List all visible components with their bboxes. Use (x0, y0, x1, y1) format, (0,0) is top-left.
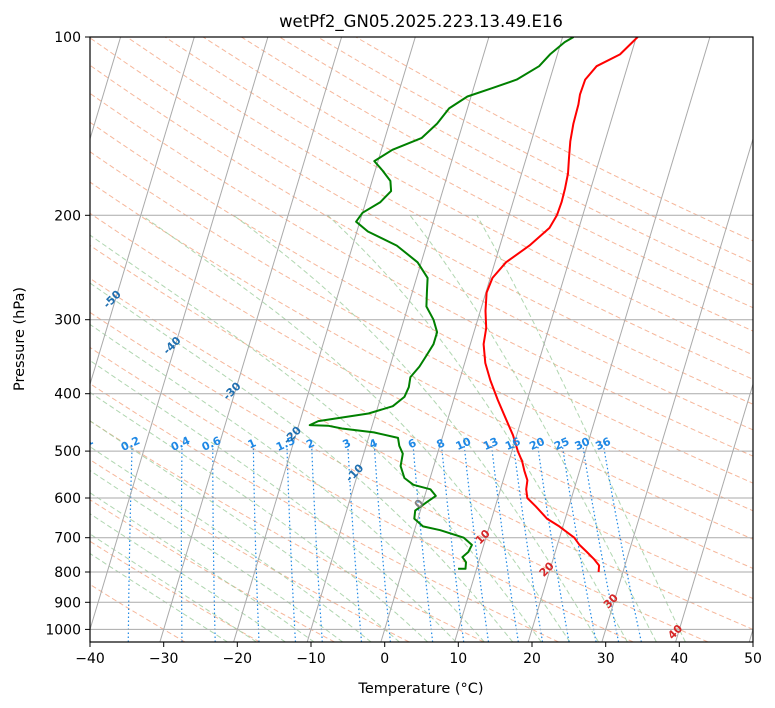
isotherm-line (527, 37, 711, 642)
mixing-ratio-line (212, 445, 216, 642)
dry-adiabat-line (90, 244, 753, 600)
moist-adiabat-line (327, 214, 628, 642)
mixing-ratio-line (180, 445, 183, 642)
y-tick-label: 1000 (45, 622, 81, 638)
line-labels: 0.10.20.40.611.52346810131620253036-100-… (72, 288, 686, 642)
mixing-ratio-line (412, 445, 434, 642)
isotherm-line (159, 37, 343, 642)
x-axis-ticks: −40 −30 −20 −10 0 10 20 30 40 50 (75, 642, 762, 667)
dry-adiabat-line (90, 92, 753, 457)
mixing-ratio-label: 16 (503, 435, 523, 453)
x-tick-label: −30 (149, 651, 179, 667)
x-tick-label: 20 (523, 651, 541, 667)
temperature-profile-line (482, 37, 639, 573)
mixing-ratio-line (463, 445, 490, 642)
mixing-ratio-label: 10 (454, 435, 474, 453)
dry-adiabat-line (90, 540, 260, 642)
moist-adiabat-line (90, 469, 343, 642)
dry-adiabat-line (202, 37, 753, 332)
mixing-ratio-lines (127, 445, 642, 642)
mixing-ratio-label: 36 (593, 435, 613, 453)
mixing-ratio-line (582, 445, 620, 642)
dry-adiabat-line (279, 37, 753, 286)
y-tick-label: 600 (54, 491, 81, 507)
moist-adiabat-line (90, 282, 514, 642)
x-axis-title: Temperature (°C) (357, 681, 483, 697)
dry-adiabat-line (241, 37, 753, 309)
mixing-ratio-line (311, 445, 323, 642)
y-tick-label: 900 (54, 595, 81, 611)
mixing-ratio-line (561, 445, 597, 642)
y-tick-label: 700 (54, 531, 81, 547)
isotherm-line (454, 37, 637, 642)
y-tick-label: 300 (54, 313, 81, 329)
isotherm-line (90, 37, 195, 387)
x-tick-label: −10 (296, 651, 326, 667)
dry-adiabat-line (126, 37, 753, 380)
moist-adiabat-line (141, 214, 571, 642)
isotherm-line (306, 37, 490, 642)
pressure-gridlines (90, 37, 753, 630)
y-tick-label: 400 (54, 387, 81, 403)
moist-adiabat-line (233, 214, 600, 642)
moist-adiabat-line (409, 214, 657, 642)
mixing-ratio-label: 0.1 (72, 434, 95, 454)
y-tick-label: 100 (54, 30, 81, 46)
mixing-ratio-line (252, 445, 260, 642)
mixing-ratio-line (127, 445, 133, 642)
moist-adiabat-line (90, 533, 257, 642)
moist-adiabat-line (90, 359, 457, 642)
dry-adiabat-line (90, 181, 753, 540)
isotherm-line (90, 37, 269, 632)
moist-adiabat-line (90, 552, 228, 642)
x-tick-label: 50 (744, 651, 762, 667)
y-axis-ticks: 100 200 300 400 500 600 700 800 900 1000 (45, 30, 90, 638)
moist-adiabat-line (90, 420, 400, 642)
y-axis-title: Pressure (hPa) (12, 287, 28, 391)
x-tick-label: −40 (75, 651, 105, 667)
isotherm-line (601, 137, 753, 642)
isotherm-line (233, 37, 416, 642)
mixing-ratio-line (441, 445, 465, 642)
dry-adiabat-line (90, 121, 753, 484)
x-tick-label: 10 (449, 651, 467, 667)
y-tick-label: 800 (54, 565, 81, 581)
x-tick-label: 40 (670, 651, 688, 667)
mixing-ratio-line (490, 445, 519, 642)
x-tick-label: −20 (223, 651, 253, 667)
dry-adiabat-line (90, 151, 753, 512)
moist-adiabat-line (90, 323, 485, 642)
dry-adiabat-line (90, 383, 559, 642)
mixing-ratio-label: 20 (527, 435, 547, 453)
y-tick-label: 200 (54, 208, 81, 224)
x-tick-label: 30 (597, 651, 615, 667)
mixing-ratio-line (537, 445, 570, 642)
y-tick-label: 500 (54, 444, 81, 460)
moist-adiabats (90, 214, 686, 642)
chart-title: wetPf2_GN05.2025.223.13.49.E16 (279, 12, 563, 32)
moist-adiabat-line (90, 234, 542, 642)
mixing-ratio-label: 25 (552, 435, 571, 453)
isotherm-line (675, 382, 753, 642)
mixing-ratio-line (347, 445, 363, 642)
mixing-ratio-line (286, 445, 297, 642)
mixing-ratio-line (513, 445, 544, 642)
dry-adiabat-line (90, 277, 753, 630)
dewpoint-profile-line (308, 37, 575, 570)
moist-adiabat-line (90, 492, 315, 642)
moist-adiabat-line (90, 391, 429, 642)
profile-series (308, 37, 639, 573)
isotherm-line (380, 37, 564, 642)
dry-adiabat-line (164, 37, 753, 356)
mixing-ratio-line (603, 445, 642, 642)
mixing-ratio-label: 13 (481, 435, 500, 453)
plot-area: 0.10.20.40.611.52346810131620253036-100-… (72, 37, 753, 642)
dry-adiabat-line (90, 583, 186, 642)
mixing-ratio-label: 30 (573, 435, 593, 453)
plot-frame (89, 36, 754, 643)
x-tick-label: 0 (380, 651, 389, 667)
